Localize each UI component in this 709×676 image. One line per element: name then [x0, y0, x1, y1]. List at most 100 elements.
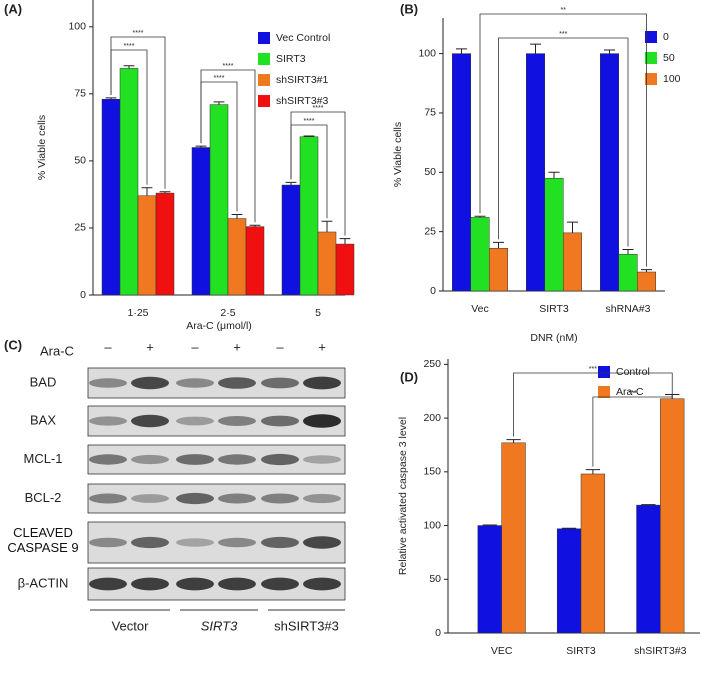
blot-band: [176, 378, 214, 388]
error-bar: [492, 241, 505, 249]
x-tick-label: 1·25: [127, 307, 148, 319]
y-tick-label: 0: [435, 627, 441, 639]
error-bar: [213, 101, 225, 105]
y-tick-label: 0: [430, 285, 436, 297]
error-bar: [105, 97, 117, 100]
bar: [299, 136, 319, 296]
error-bar: [603, 49, 616, 54]
row-label: BCL-2: [25, 490, 62, 505]
blot-strip: [87, 444, 346, 475]
significance-label: ****: [124, 43, 135, 50]
bar: [637, 271, 656, 292]
y-tick-label: 75: [424, 107, 436, 119]
blot-band: [131, 494, 169, 503]
blot-band: [303, 455, 341, 464]
legend-swatch: [645, 52, 657, 64]
y-tick-label: 0: [80, 289, 86, 301]
x-tick-label: 5: [315, 307, 321, 319]
x-axis-label: DNR (nM): [530, 332, 577, 344]
significance-label: ****: [133, 30, 144, 37]
group-label: Vector: [112, 618, 150, 633]
legend-swatch: [258, 95, 270, 107]
blot-band: [261, 415, 299, 427]
blot-band: [218, 454, 256, 465]
blot-band: [176, 538, 214, 547]
y-tick-label: 200: [423, 412, 441, 424]
blot-band: [89, 493, 127, 504]
bar: [317, 231, 337, 296]
error-bar: [123, 65, 135, 69]
significance-label: ****: [214, 75, 225, 82]
y-axis-label: Relative activated caspase 3 level: [397, 417, 409, 575]
error-bar: [474, 215, 486, 218]
blot-band: [218, 493, 256, 504]
error-bar: [566, 221, 579, 233]
blot-band: [89, 454, 127, 465]
row-label: MCL-1: [23, 451, 62, 466]
x-tick-label: shSIRT3#3: [634, 645, 686, 657]
bar: [119, 68, 139, 296]
panel-label: (D): [400, 369, 418, 384]
legend-swatch: [645, 73, 657, 85]
treatment-sign: –: [104, 339, 112, 354]
bar: [452, 53, 471, 292]
blot-band: [303, 414, 341, 428]
blot-band: [303, 577, 341, 591]
blot-band: [303, 536, 341, 549]
error-bar: [622, 248, 634, 255]
legend-swatch: [258, 32, 270, 44]
legend-label: Ara-C: [616, 386, 644, 398]
y-tick-label: 50: [429, 573, 441, 585]
bar: [227, 218, 247, 296]
bar: [544, 177, 564, 292]
group-label: shSIRT3#3: [274, 618, 339, 633]
legend-label: 50: [663, 52, 675, 64]
bar: [191, 147, 211, 296]
y-tick-label: 150: [423, 466, 441, 478]
blot-band: [261, 453, 299, 466]
error-bar: [321, 220, 333, 232]
bar: [556, 528, 582, 634]
blot-band: [89, 378, 127, 388]
bar: [155, 192, 175, 296]
significance-label: ****: [313, 105, 324, 112]
blot-band: [218, 377, 256, 389]
blot-band: [303, 376, 341, 390]
error-bar: [231, 214, 243, 219]
y-tick-label: 25: [424, 225, 436, 237]
error-bar: [285, 181, 297, 186]
x-tick-label: SIRT3: [566, 645, 596, 657]
legend-swatch: [598, 366, 610, 378]
legend-swatch: [645, 31, 657, 43]
blot-strip: [87, 405, 346, 437]
y-tick-label: 75: [74, 88, 86, 100]
error-bar: [561, 527, 577, 529]
error-bar: [640, 269, 653, 273]
treatment-sign: +: [318, 339, 326, 354]
bar: [526, 53, 545, 292]
blot-band: [176, 416, 214, 426]
group-label: SIRT3: [201, 618, 238, 633]
y-tick-label: 50: [424, 166, 436, 178]
legend-swatch: [258, 53, 270, 65]
blot-band: [261, 493, 299, 504]
error-bar: [641, 504, 656, 506]
legend-label: 0: [663, 31, 669, 43]
blot-band: [176, 454, 214, 465]
error-bar: [529, 43, 542, 54]
error-bar: [506, 439, 521, 443]
bar: [501, 442, 526, 634]
legend-label: SIRT3: [276, 53, 306, 65]
panel-label: (B): [400, 1, 418, 16]
blot-band: [131, 454, 169, 465]
blot-band: [218, 577, 256, 591]
x-tick-label: SIRT3: [539, 303, 569, 315]
legend-label: Vec Control: [276, 32, 330, 44]
significance-label: ***: [559, 31, 567, 38]
blot-band: [89, 416, 127, 426]
treatment-label: Ara-C: [40, 343, 74, 358]
error-bar: [585, 469, 601, 474]
legend-label: Control: [616, 366, 650, 378]
panel-label: (C): [4, 337, 22, 352]
